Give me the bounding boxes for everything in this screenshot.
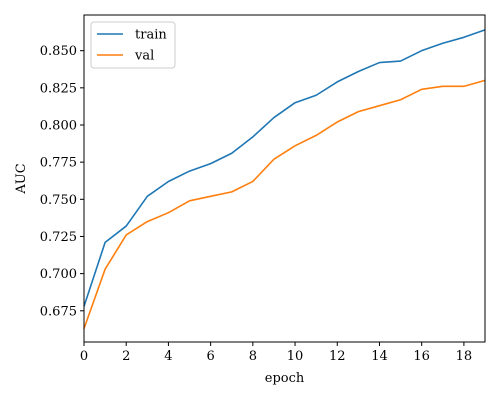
legend: train val <box>90 21 176 69</box>
x-axis-label: epoch <box>265 371 305 386</box>
x-tick-label: 0 <box>80 349 88 364</box>
x-axis: 0 2 4 6 8 10 12 14 16 18 <box>80 342 472 364</box>
x-tick-label: 18 <box>456 349 473 364</box>
series-line-val <box>83 79 486 329</box>
y-tick-label: 0.775 <box>40 156 77 171</box>
x-tick-label: 16 <box>413 349 430 364</box>
y-tick-label: 0.800 <box>40 118 77 133</box>
plot-frame <box>83 14 486 343</box>
legend-label-val: val <box>134 49 154 64</box>
y-tick-label: 0.750 <box>40 193 77 208</box>
x-tick-label: 14 <box>371 349 388 364</box>
legend-label-train: train <box>135 28 167 43</box>
x-tick-label: 10 <box>287 349 304 364</box>
y-tick-label: 0.825 <box>40 81 77 96</box>
y-axis: 0.675 0.700 0.725 0.750 0.775 0.800 0.825 0.850 <box>40 44 84 319</box>
x-tick-label: 12 <box>329 349 346 364</box>
y-tick-label: 0.850 <box>40 44 77 59</box>
series-line-train <box>83 29 486 307</box>
y-tick-label: 0.675 <box>40 304 77 319</box>
y-axis-label: AUC <box>14 163 29 194</box>
plot-area <box>83 14 486 343</box>
x-tick-label: 8 <box>249 349 257 364</box>
x-tick-label: 4 <box>164 349 172 364</box>
x-tick-label: 6 <box>206 349 214 364</box>
y-tick-label: 0.700 <box>40 267 77 282</box>
x-tick-label: 2 <box>122 349 130 364</box>
y-tick-label: 0.725 <box>40 230 77 245</box>
